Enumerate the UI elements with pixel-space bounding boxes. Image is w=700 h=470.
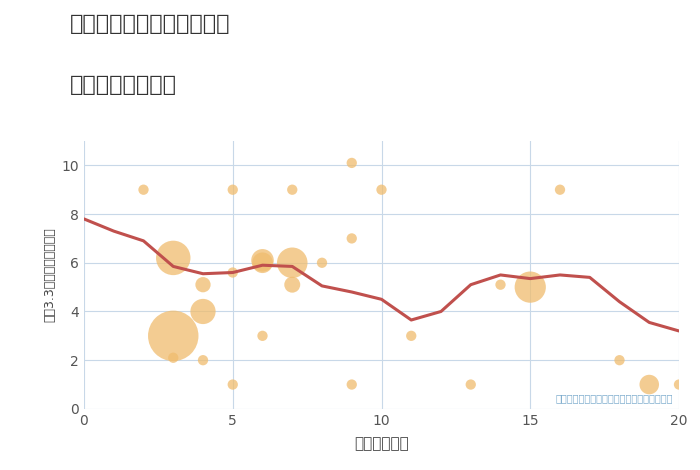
Point bbox=[227, 381, 238, 388]
Point bbox=[287, 186, 298, 194]
Point bbox=[376, 186, 387, 194]
Point bbox=[644, 381, 655, 388]
Point bbox=[346, 235, 357, 242]
Point bbox=[465, 381, 476, 388]
Point bbox=[168, 332, 179, 340]
X-axis label: 駅距離（分）: 駅距離（分） bbox=[354, 436, 409, 451]
Point bbox=[346, 381, 357, 388]
Point bbox=[197, 308, 209, 315]
Point bbox=[346, 159, 357, 167]
Point bbox=[525, 283, 536, 291]
Point bbox=[316, 259, 328, 266]
Point bbox=[197, 281, 209, 289]
Text: 兵庫県丹波市春日町松森の: 兵庫県丹波市春日町松森の bbox=[70, 14, 230, 34]
Point bbox=[257, 257, 268, 264]
Point bbox=[673, 381, 685, 388]
Text: 円の大きさは、取引のあった物件面積を示す: 円の大きさは、取引のあった物件面積を示す bbox=[556, 393, 673, 403]
Point bbox=[257, 332, 268, 340]
Point bbox=[406, 332, 417, 340]
Point bbox=[197, 356, 209, 364]
Text: 駅距離別土地価格: 駅距離別土地価格 bbox=[70, 75, 177, 95]
Point bbox=[614, 356, 625, 364]
Point bbox=[257, 259, 268, 266]
Point bbox=[287, 259, 298, 266]
Point bbox=[554, 186, 566, 194]
Point bbox=[138, 186, 149, 194]
Point bbox=[287, 281, 298, 289]
Y-axis label: 坪（3.3㎡）単価（万円）: 坪（3.3㎡）単価（万円） bbox=[43, 227, 56, 322]
Point bbox=[168, 254, 179, 262]
Point bbox=[495, 281, 506, 289]
Point bbox=[168, 354, 179, 361]
Point bbox=[227, 186, 238, 194]
Point bbox=[227, 269, 238, 276]
